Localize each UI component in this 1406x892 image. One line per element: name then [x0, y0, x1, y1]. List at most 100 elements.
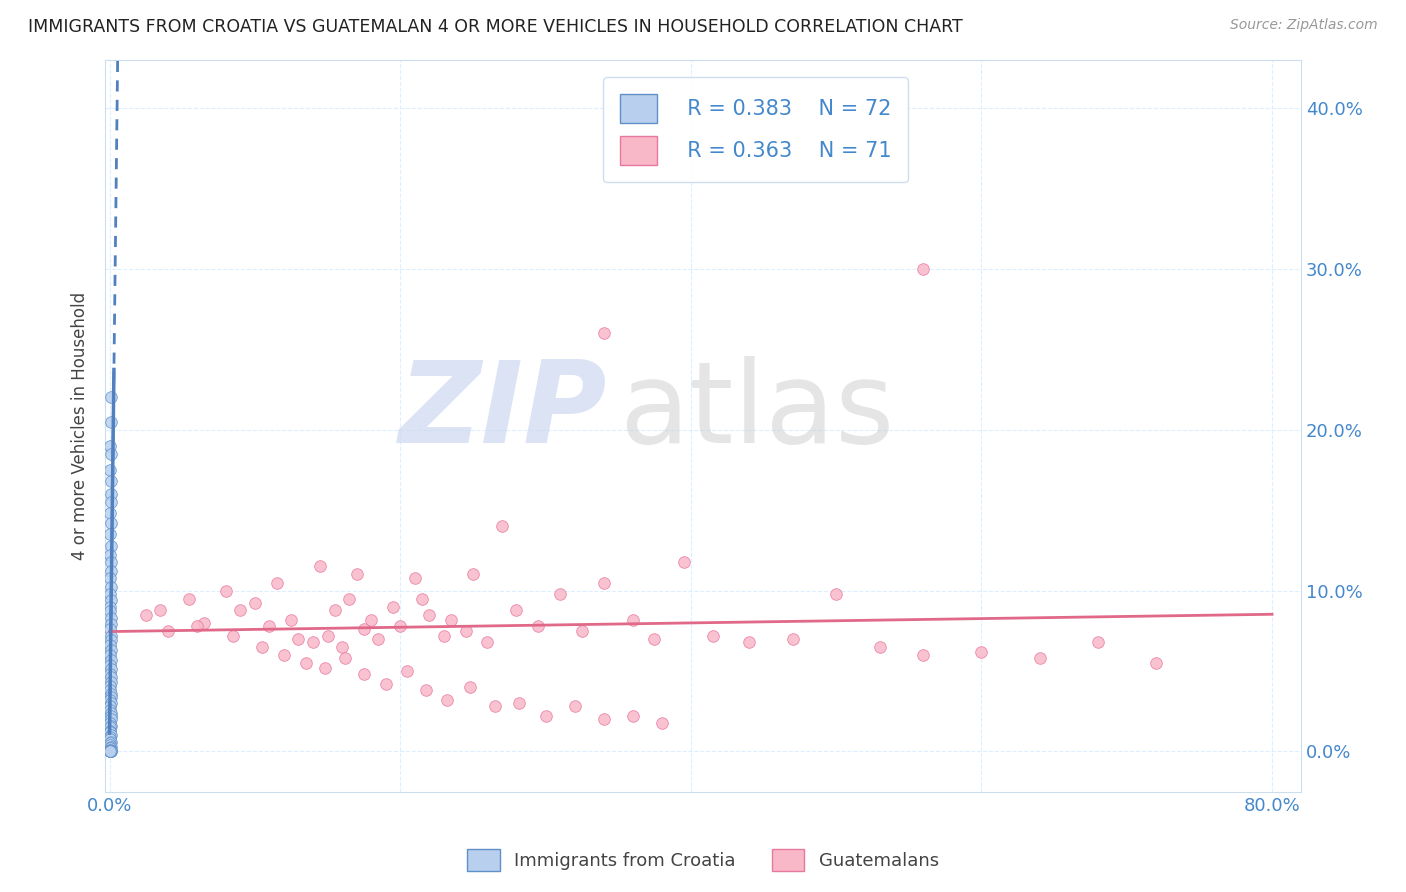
Point — [100, 687, 122, 701]
Point — [98, 720, 121, 734]
Point — [621, 709, 644, 723]
Point — [477, 635, 499, 649]
Text: atlas: atlas — [620, 356, 894, 467]
Point — [98, 638, 121, 652]
Point — [100, 564, 122, 578]
Point — [98, 744, 121, 758]
Point — [98, 741, 121, 756]
Point — [404, 571, 426, 585]
Text: ZIP: ZIP — [399, 356, 607, 467]
Text: IMMIGRANTS FROM CROATIA VS GUATEMALAN 4 OR MORE VEHICLES IN HOUSEHOLD CORRELATIO: IMMIGRANTS FROM CROATIA VS GUATEMALAN 4 … — [28, 18, 963, 36]
Point — [440, 613, 463, 627]
Point — [100, 690, 122, 704]
Point — [367, 632, 389, 646]
Point — [98, 693, 121, 707]
Point — [461, 567, 484, 582]
Point — [396, 664, 419, 678]
Point — [970, 645, 993, 659]
Point — [330, 640, 353, 654]
Point — [100, 712, 122, 726]
Point — [100, 744, 122, 758]
Point — [98, 548, 121, 562]
Point — [98, 571, 121, 585]
Point — [592, 712, 614, 726]
Point — [592, 575, 614, 590]
Point — [280, 613, 302, 627]
Point — [98, 744, 121, 758]
Point — [98, 730, 121, 744]
Point — [100, 731, 122, 746]
Point — [381, 599, 404, 614]
Point — [100, 495, 122, 509]
Point — [505, 603, 527, 617]
Point — [912, 261, 935, 276]
Point — [294, 656, 316, 670]
Point — [186, 619, 208, 633]
Point — [98, 744, 121, 758]
Point — [100, 516, 122, 530]
Point — [433, 629, 456, 643]
Point — [100, 391, 122, 405]
Point — [98, 738, 121, 752]
Point — [316, 629, 339, 643]
Point — [702, 629, 724, 643]
Point — [250, 640, 273, 654]
Point — [100, 719, 122, 733]
Point — [156, 624, 179, 638]
Point — [98, 439, 121, 453]
Point — [418, 607, 440, 622]
Point — [149, 603, 172, 617]
Point — [436, 693, 458, 707]
Point — [98, 725, 121, 739]
Point — [738, 635, 761, 649]
Point — [100, 617, 122, 632]
Point — [825, 587, 848, 601]
Point — [1087, 635, 1109, 649]
Point — [454, 624, 477, 638]
Point — [100, 415, 122, 429]
Point — [98, 741, 121, 756]
Point — [100, 744, 122, 758]
Point — [100, 593, 122, 607]
Point — [374, 677, 396, 691]
Point — [100, 633, 122, 648]
Point — [621, 613, 644, 627]
Point — [100, 696, 122, 710]
Point — [98, 736, 121, 750]
Point — [215, 583, 238, 598]
Point — [353, 667, 375, 681]
Point — [243, 597, 266, 611]
Point — [309, 559, 332, 574]
Point — [98, 743, 121, 757]
Point — [98, 744, 121, 758]
Legend: Immigrants from Croatia, Guatemalans: Immigrants from Croatia, Guatemalans — [460, 842, 946, 879]
Point — [266, 575, 288, 590]
Point — [527, 619, 550, 633]
Point — [98, 703, 121, 717]
Legend:   R = 0.383    N = 72,   R = 0.363    N = 71: R = 0.383 N = 72, R = 0.363 N = 71 — [603, 78, 908, 182]
Point — [100, 743, 122, 757]
Point — [1028, 651, 1050, 665]
Point — [100, 744, 122, 758]
Point — [302, 635, 325, 649]
Point — [100, 706, 122, 720]
Point — [100, 539, 122, 553]
Point — [548, 587, 571, 601]
Point — [229, 603, 252, 617]
Point — [100, 447, 122, 461]
Point — [346, 567, 368, 582]
Point — [98, 715, 121, 730]
Point — [644, 632, 666, 646]
Point — [98, 683, 121, 698]
Point — [98, 657, 121, 672]
Point — [458, 680, 481, 694]
Point — [100, 555, 122, 569]
Point — [222, 629, 245, 643]
Point — [98, 506, 121, 520]
Point — [100, 709, 122, 723]
Point — [259, 619, 281, 633]
Point — [100, 580, 122, 594]
Point — [323, 603, 346, 617]
Point — [912, 648, 935, 662]
Point — [100, 675, 122, 690]
